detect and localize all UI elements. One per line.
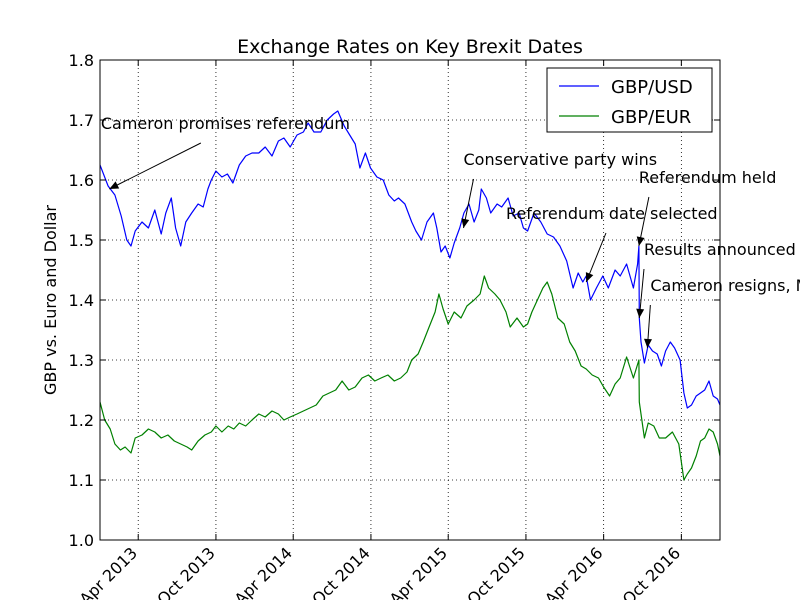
y-tick-label: 1.8 xyxy=(69,51,94,70)
annotation-label: Cameron promises referendum xyxy=(101,114,350,133)
y-tick-label: 1.5 xyxy=(69,231,94,250)
series-line-gbp-eur xyxy=(100,275,720,481)
annotation-arrowhead xyxy=(109,181,120,189)
y-tick-label: 1.7 xyxy=(69,111,94,130)
legend: GBP/USD GBP/EUR xyxy=(546,67,713,133)
annotation: Conservative party wins xyxy=(461,150,658,229)
annotation-label: Results announced xyxy=(644,240,796,259)
y-tick-label: 1.1 xyxy=(69,471,94,490)
annotation-arrowhead xyxy=(636,308,645,318)
annotation-arrowhead xyxy=(644,338,652,348)
annotations: Cameron promises referendum Conservative … xyxy=(101,114,800,349)
annotation-arrow xyxy=(109,142,202,190)
annotation-label: Referendum held xyxy=(639,168,776,187)
annotation-arrowhead xyxy=(461,218,470,228)
annotation-arrowhead xyxy=(585,272,594,282)
annotation-label: Cameron resigns, May becomes PM xyxy=(650,276,800,295)
legend-label: GBP/EUR xyxy=(611,107,691,128)
chart-title: Exchange Rates on Key Brexit Dates xyxy=(237,36,583,58)
annotation: Results announced xyxy=(636,240,796,319)
y-tick-label: 1.0 xyxy=(69,531,94,550)
annotation-label: Referendum date selected xyxy=(506,204,718,223)
y-tick-label: 1.6 xyxy=(69,171,94,190)
legend-box xyxy=(546,67,713,133)
legend-label: GBP/USD xyxy=(611,77,693,98)
annotation: Referendum held xyxy=(636,168,776,247)
y-tick-label: 1.4 xyxy=(69,291,94,310)
y-axis-label: GBP vs. Euro and Dollar xyxy=(41,205,60,395)
annotation: Cameron resigns, May becomes PM xyxy=(644,276,800,349)
annotation-label: Conservative party wins xyxy=(464,150,658,169)
y-tick-label: 1.2 xyxy=(69,411,94,430)
series-line-gbp-usd xyxy=(100,110,720,409)
series-lines xyxy=(100,110,720,481)
annotation-arrowhead xyxy=(636,236,645,246)
y-tick-label: 1.3 xyxy=(69,351,94,370)
annotation: Referendum date selected xyxy=(506,204,718,283)
annotation: Cameron promises referendum xyxy=(101,114,350,190)
